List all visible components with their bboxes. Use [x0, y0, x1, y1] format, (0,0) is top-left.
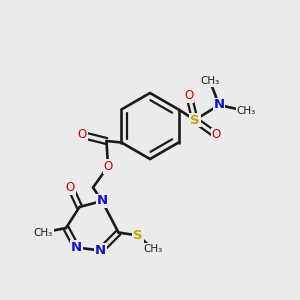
Text: CH₃: CH₃ [200, 76, 220, 86]
Text: O: O [78, 128, 87, 142]
Text: O: O [184, 89, 194, 103]
Text: N: N [71, 241, 82, 254]
Text: O: O [103, 160, 112, 173]
Text: CH₃: CH₃ [34, 227, 53, 238]
Text: O: O [66, 181, 75, 194]
Text: CH₃: CH₃ [143, 244, 163, 254]
Text: O: O [212, 128, 220, 142]
Text: S: S [133, 229, 143, 242]
Text: S: S [190, 113, 200, 127]
Text: CH₃: CH₃ [236, 106, 256, 116]
Text: N: N [95, 244, 106, 257]
Text: N: N [213, 98, 225, 112]
Text: N: N [96, 194, 108, 208]
